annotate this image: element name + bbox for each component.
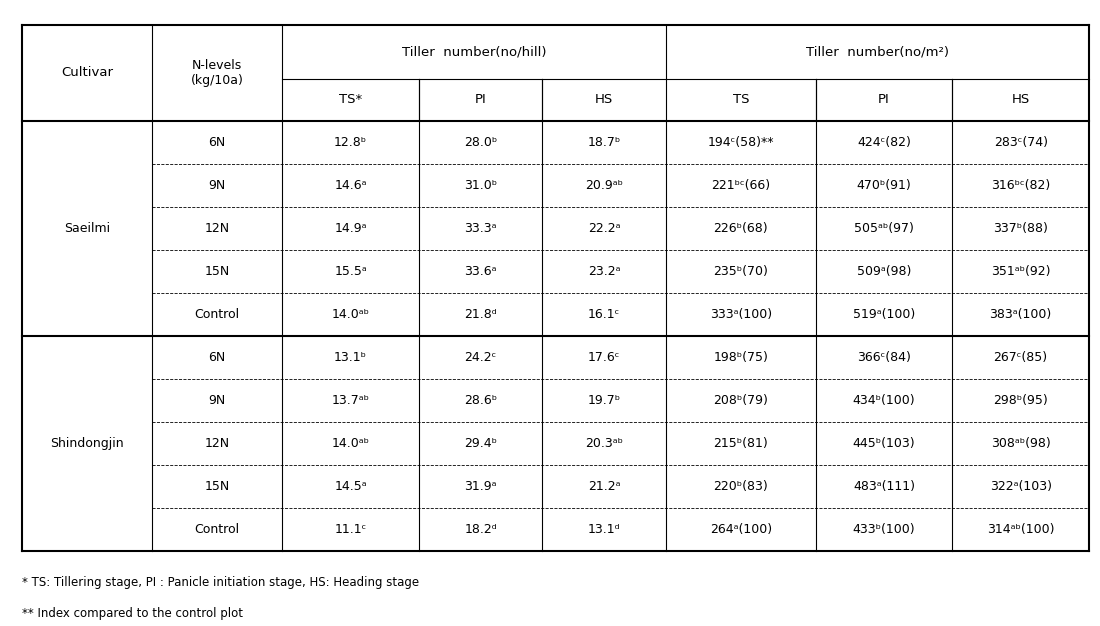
Text: 267ᶜ(85): 267ᶜ(85)	[993, 351, 1047, 364]
Text: PI: PI	[878, 93, 890, 106]
Text: Cultivar: Cultivar	[62, 66, 113, 80]
Text: 470ᵇ(91): 470ᵇ(91)	[857, 178, 912, 192]
Text: 18.2ᵈ: 18.2ᵈ	[464, 523, 497, 536]
Text: 6N: 6N	[209, 136, 226, 148]
Text: 220ᵇ(83): 220ᵇ(83)	[714, 480, 768, 493]
Text: 194ᶜ(58)**: 194ᶜ(58)**	[707, 136, 774, 148]
Text: 28.6ᵇ: 28.6ᵇ	[464, 394, 497, 407]
Text: * TS: Tillering stage, PI : Panicle initiation stage, HS: Heading stage: * TS: Tillering stage, PI : Panicle init…	[22, 576, 419, 589]
Text: Control: Control	[195, 523, 240, 536]
Text: 366ᶜ(84): 366ᶜ(84)	[857, 351, 911, 364]
Text: 13.1ᵇ: 13.1ᵇ	[334, 351, 367, 364]
Text: Tiller  number(no/m²): Tiller number(no/m²)	[806, 46, 949, 58]
Text: 11.1ᶜ: 11.1ᶜ	[334, 523, 366, 536]
Text: 351ᵃᵇ(92): 351ᵃᵇ(92)	[991, 265, 1050, 278]
Text: HS: HS	[1012, 93, 1030, 106]
Text: 519ᵃ(100): 519ᵃ(100)	[852, 308, 915, 321]
Text: 298ᵇ(95): 298ᵇ(95)	[993, 394, 1048, 407]
Text: 509ᵃ(98): 509ᵃ(98)	[857, 265, 911, 278]
Text: 31.9ᵃ: 31.9ᵃ	[464, 480, 497, 493]
Text: 18.7ᵇ: 18.7ᵇ	[587, 136, 620, 148]
Text: 505ᵃᵇ(97): 505ᵃᵇ(97)	[854, 222, 914, 235]
Text: 215ᵇ(81): 215ᵇ(81)	[714, 437, 768, 450]
Text: Tiller  number(no/hill): Tiller number(no/hill)	[402, 46, 547, 58]
Text: 483ᵃ(111): 483ᵃ(111)	[854, 480, 915, 493]
Text: 17.6ᶜ: 17.6ᶜ	[588, 351, 620, 364]
Text: 433ᵇ(100): 433ᵇ(100)	[852, 523, 915, 536]
Text: 235ᵇ(70): 235ᵇ(70)	[714, 265, 769, 278]
Text: 264ᵃ(100): 264ᵃ(100)	[710, 523, 772, 536]
Text: 14.0ᵃᵇ: 14.0ᵃᵇ	[331, 308, 370, 321]
Text: 21.2ᵃ: 21.2ᵃ	[588, 480, 620, 493]
Text: 15N: 15N	[205, 265, 230, 278]
Text: 445ᵇ(103): 445ᵇ(103)	[852, 437, 915, 450]
Text: TS: TS	[733, 93, 749, 106]
Text: 13.1ᵈ: 13.1ᵈ	[588, 523, 620, 536]
Text: 12N: 12N	[205, 437, 230, 450]
Text: 21.8ᵈ: 21.8ᵈ	[464, 308, 497, 321]
Text: 20.3ᵃᵇ: 20.3ᵃᵇ	[585, 437, 624, 450]
Text: 316ᵇᶜ(82): 316ᵇᶜ(82)	[991, 178, 1050, 192]
Text: 14.0ᵃᵇ: 14.0ᵃᵇ	[331, 437, 370, 450]
Text: HS: HS	[595, 93, 614, 106]
Text: 13.7ᵃᵇ: 13.7ᵃᵇ	[331, 394, 370, 407]
Text: Saeilmi: Saeilmi	[64, 222, 110, 235]
Text: 434ᵇ(100): 434ᵇ(100)	[852, 394, 915, 407]
Text: 221ᵇᶜ(66): 221ᵇᶜ(66)	[712, 178, 770, 192]
Text: 226ᵇ(68): 226ᵇ(68)	[714, 222, 768, 235]
Text: 14.6ᵃ: 14.6ᵃ	[334, 178, 366, 192]
Text: 16.1ᶜ: 16.1ᶜ	[588, 308, 620, 321]
Text: 33.6ᵃ: 33.6ᵃ	[464, 265, 497, 278]
Text: 12.8ᵇ: 12.8ᵇ	[334, 136, 367, 148]
Text: 198ᵇ(75): 198ᵇ(75)	[714, 351, 769, 364]
Text: 28.0ᵇ: 28.0ᵇ	[464, 136, 497, 148]
Text: 322ᵃ(103): 322ᵃ(103)	[990, 480, 1052, 493]
Text: 29.4ᵇ: 29.4ᵇ	[464, 437, 497, 450]
Text: N-levels
(kg/10a): N-levels (kg/10a)	[190, 59, 243, 87]
Text: 283ᶜ(74): 283ᶜ(74)	[993, 136, 1047, 148]
Text: Shindongjin: Shindongjin	[51, 437, 124, 450]
Text: 424ᶜ(82): 424ᶜ(82)	[857, 136, 911, 148]
Text: 383ᵃ(100): 383ᵃ(100)	[990, 308, 1052, 321]
Text: PI: PI	[475, 93, 486, 106]
Text: 15.5ᵃ: 15.5ᵃ	[334, 265, 367, 278]
Text: 33.3ᵃ: 33.3ᵃ	[464, 222, 497, 235]
Text: 9N: 9N	[209, 394, 226, 407]
Text: 23.2ᵃ: 23.2ᵃ	[588, 265, 620, 278]
Text: 333ᵃ(100): 333ᵃ(100)	[710, 308, 772, 321]
Text: 208ᵇ(79): 208ᵇ(79)	[714, 394, 769, 407]
Text: 14.5ᵃ: 14.5ᵃ	[334, 480, 367, 493]
Text: 14.9ᵃ: 14.9ᵃ	[334, 222, 366, 235]
Text: 31.0ᵇ: 31.0ᵇ	[464, 178, 497, 192]
Text: 337ᵇ(88): 337ᵇ(88)	[993, 222, 1048, 235]
Text: ** Index compared to the control plot: ** Index compared to the control plot	[22, 607, 243, 620]
Text: 20.9ᵃᵇ: 20.9ᵃᵇ	[585, 178, 624, 192]
Text: 9N: 9N	[209, 178, 226, 192]
Text: 308ᵃᵇ(98): 308ᵃᵇ(98)	[991, 437, 1050, 450]
Text: 6N: 6N	[209, 351, 226, 364]
Text: 15N: 15N	[205, 480, 230, 493]
Text: Control: Control	[195, 308, 240, 321]
Text: TS*: TS*	[339, 93, 362, 106]
Text: 24.2ᶜ: 24.2ᶜ	[464, 351, 497, 364]
Text: 12N: 12N	[205, 222, 230, 235]
Text: 19.7ᵇ: 19.7ᵇ	[587, 394, 620, 407]
Text: 314ᵃᵇ(100): 314ᵃᵇ(100)	[987, 523, 1055, 536]
Text: 22.2ᵃ: 22.2ᵃ	[588, 222, 620, 235]
